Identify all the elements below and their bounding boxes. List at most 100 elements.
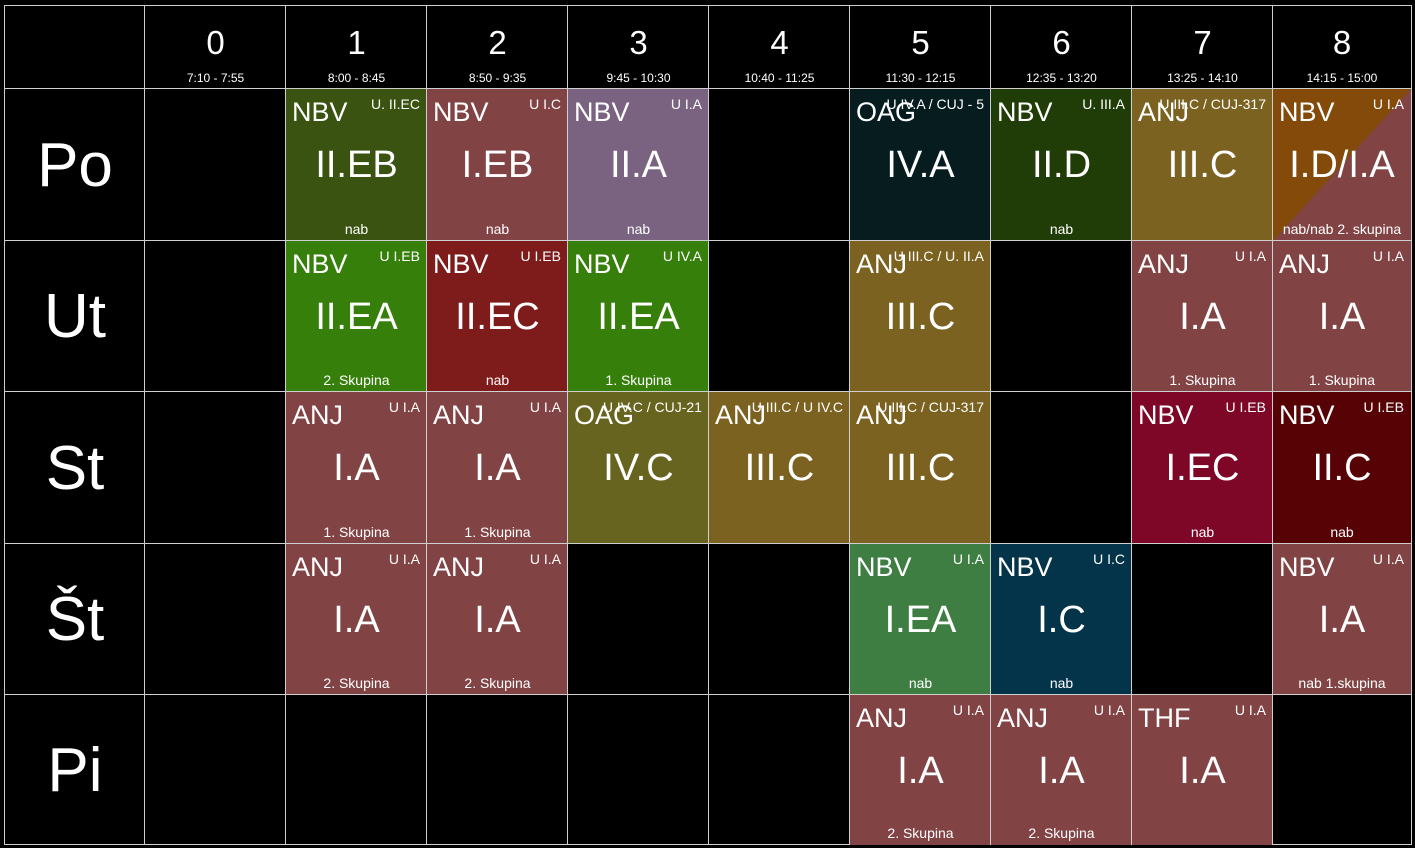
lesson-room: U I.A [1234,702,1266,718]
lesson-cell[interactable]: NBV U I.C I.C nab [991,544,1132,695]
lesson-room: U I.EB [1363,399,1404,415]
lesson-subject: THF [1138,703,1191,733]
lesson-cell[interactable]: ANJ U I.A I.A 1. Skupina [1132,241,1273,392]
period-header: 5 11:30 - 12:15 [850,6,991,89]
lesson-note: nab [1049,675,1074,691]
lesson-subject: NBV [574,97,630,127]
lesson-subject: ANJ [856,400,908,430]
period-time: 11:30 - 12:15 [885,71,956,85]
lesson-cell[interactable]: ANJ U I.A I.A 2. Skupina [427,544,568,695]
lesson-cell[interactable]: NBV U I.EB II.EC nab [427,241,568,392]
lesson-cell[interactable]: NBV U I.A I.A nab 1.skupina [1273,544,1411,695]
lesson-room: U III.C / CUJ-317 [877,399,984,415]
lesson-subject: ANJ [1138,249,1190,279]
lesson-subject: ANJ [997,703,1049,733]
period-number: 3 [629,24,648,61]
lesson-cell[interactable]: ANJ U III.C / U. II.A III.C [850,241,991,392]
lesson-subject: NBV [997,552,1053,582]
period-time: 8:00 - 8:45 [327,71,386,85]
lesson-cell[interactable]: ANJ U I.A I.A 1. Skupina [427,392,568,544]
period-number: 5 [911,24,930,61]
lesson-cell[interactable]: NBV U I.EB II.EA 2. Skupina [286,241,427,392]
lesson-cell[interactable]: NBV U. II.EC II.EB nab [286,89,427,241]
lesson-class: I.EA [884,599,957,641]
lesson-cell[interactable]: NBV U IV.A II.EA 1. Skupina [568,241,709,392]
lesson-subject: ANJ [433,552,485,582]
lesson-class: II.D [1031,144,1092,186]
lesson-cell[interactable]: ANJ U I.A I.A 1. Skupina [286,392,427,544]
lesson-note: nab [485,221,510,237]
lesson-room: U IV.A / CUJ - 5 [886,96,984,112]
lesson-class: I.A [474,447,521,489]
lesson-note: nab [626,221,651,237]
lesson-cell[interactable]: OAG U IV.C / CUJ-21 IV.C [568,392,709,544]
lesson-subject: NBV [1279,552,1335,582]
lesson-note: 2. Skupina [323,372,390,388]
grid-line-vertical [144,6,145,845]
lesson-room: U I.A [1372,551,1404,567]
lesson-cell[interactable]: NBV U I.EB I.EC nab [1132,392,1273,544]
lesson-note: nab [1190,524,1215,540]
lesson-subject: OAG [574,400,635,430]
period-header: 0 7:10 - 7:55 [145,6,286,89]
lesson-cell[interactable]: ANJ U III.C / CUJ-317 III.C [850,392,991,544]
lesson-room: U I.A [529,399,561,415]
lesson-subject: NBV [856,552,912,582]
lesson-cell[interactable]: ANJ U I.A I.A 2. Skupina [991,695,1132,845]
lesson-class: I.D/I.A [1289,144,1395,186]
lesson-cell[interactable]: NBV U I.A II.A nab [568,89,709,241]
lesson-cell[interactable]: NBV U I.EB II.C nab [1273,392,1411,544]
lesson-cell[interactable]: NBV U I.C I.EB nab [427,89,568,241]
lesson-room: U I.A [1372,248,1404,264]
period-time: 13:25 - 14:10 [1167,71,1238,85]
lesson-subject: ANJ [856,249,908,279]
lesson-cell[interactable]: THF U I.A I.A [1132,695,1273,845]
period-time: 9:45 - 10:30 [606,71,671,85]
period-time: 7:10 - 7:55 [186,71,245,85]
lesson-class: II.EC [455,296,540,338]
lesson-cell[interactable]: NBV U I.A I.EA nab [850,544,991,695]
lesson-room: U I.A [952,551,984,567]
period-time: 10:40 - 11:25 [744,71,815,85]
lesson-class: III.C [744,447,815,489]
lesson-room: U I.A [529,551,561,567]
lesson-cell[interactable]: ANJ U I.A I.A 2. Skupina [850,695,991,845]
period-time: 14:15 - 15:00 [1306,71,1378,85]
grid-line-vertical [1272,6,1273,845]
lesson-room: U I.A [388,399,420,415]
lesson-note: 1. Skupina [1169,372,1236,388]
lesson-room: U I.C [1093,551,1125,567]
lesson-cell[interactable]: OAG U IV.A / CUJ - 5 IV.A [850,89,991,241]
corner-cell [5,6,145,89]
period-time: 12:35 - 13:20 [1026,71,1097,85]
grid-line-vertical [990,6,991,845]
lesson-room: U I.EB [379,248,420,264]
lesson-class: II.EA [597,296,680,338]
lesson-class: III.C [1167,144,1238,186]
grid-line-vertical [1131,6,1132,845]
lesson-class: II.A [609,144,668,186]
lesson-cell[interactable]: NBV U I.A I.D/I.A nab/nab 2. skupina [1273,89,1411,241]
lesson-subject: NBV [1279,97,1335,127]
lesson-room: U I.A [1372,96,1404,112]
lesson-subject: ANJ [715,400,767,430]
lesson-note: nab 1.skupina [1298,675,1386,691]
lesson-cell[interactable]: ANJ U I.A I.A 1. Skupina [1273,241,1411,392]
day-label: Št [45,585,105,654]
lesson-cell[interactable]: NBV U. III.A II.D nab [991,89,1132,241]
lesson-class: II.EA [315,296,398,338]
day-label: St [45,433,105,503]
lesson-note: nab [485,372,510,388]
period-number: 0 [206,24,225,61]
lesson-class: I.A [1179,750,1226,792]
lesson-room: U I.A [388,551,420,567]
lesson-class: I.A [474,599,521,641]
lesson-room: U. III.A [1082,96,1125,112]
lesson-cell[interactable]: ANJ U III.C / U IV.C III.C [709,392,850,544]
lesson-class: II.EB [315,144,398,186]
period-header: 2 8:50 - 9:35 [427,6,568,89]
lesson-cell[interactable]: ANJ U I.A I.A 2. Skupina [286,544,427,695]
grid-line-horizontal [5,543,1411,544]
lesson-note: nab [1330,524,1354,540]
lesson-cell[interactable]: ANJ U III.C / CUJ-317 III.C [1132,89,1273,241]
